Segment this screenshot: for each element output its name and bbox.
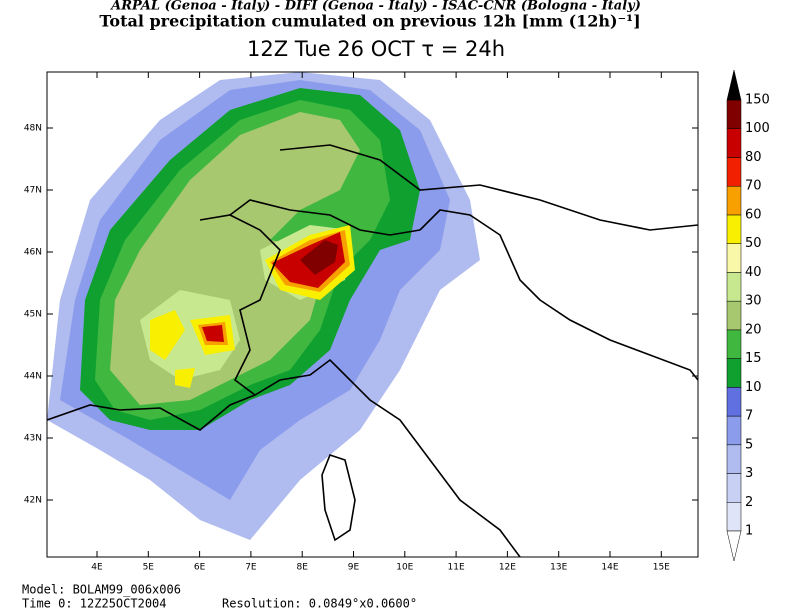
lon-label: 15E — [653, 563, 670, 573]
lon-label: 14E — [601, 563, 618, 573]
color-arrow — [726, 530, 742, 562]
lat-label: 45N — [24, 310, 42, 320]
color-box — [726, 272, 742, 302]
lon-label: 4E — [91, 563, 103, 573]
colorbar-label: 40 — [745, 265, 762, 280]
title: Total precipitation cumulated on previou… — [99, 12, 640, 31]
coastline — [419, 209, 698, 381]
colorbar-label: 7 — [745, 409, 753, 424]
island — [321, 454, 356, 542]
colorbar-label: 150 — [745, 93, 770, 108]
color-box — [726, 473, 742, 503]
lat-label: 43N — [24, 434, 42, 444]
resolution: Resolution: 0.0849°x0.0600° — [222, 597, 417, 611]
lon-label: 12E — [499, 563, 516, 573]
color-box — [726, 214, 742, 244]
color-box — [726, 300, 742, 331]
colorbar-label: 3 — [745, 466, 753, 481]
model: Model: BOLAM99_006x006 — [22, 583, 181, 597]
colorbar-label: 60 — [745, 207, 762, 222]
color-box — [726, 502, 742, 532]
colorbar-label: 100 — [745, 121, 770, 136]
lat-label: 46N — [24, 248, 42, 258]
colorbar-label: 70 — [745, 179, 762, 194]
lon-label: 6E — [194, 563, 206, 573]
colorbar-label: 20 — [745, 322, 762, 337]
precip-field — [47, 72, 480, 540]
border — [279, 144, 698, 231]
color-box — [726, 387, 742, 417]
subtitle: 12Z Tue 26 OCT τ = 24h — [247, 37, 505, 61]
lon-label: 7E — [245, 563, 257, 573]
axis-ticks: 48N 47N 46N 45N 44N 43N 42N 4E 5E 6E 7E 8E 9E 10E 11E 1… — [24, 72, 698, 573]
coastlines — [47, 144, 698, 557]
coastline — [47, 358, 521, 557]
colorbar-label: 2 — [745, 495, 753, 510]
lat-label: 44N — [24, 372, 42, 382]
colorbar-label: 50 — [745, 236, 762, 251]
lon-label: 8E — [296, 563, 308, 573]
lon-label: 13E — [550, 563, 567, 573]
color-box — [726, 329, 742, 359]
color-arrow — [726, 69, 742, 101]
border — [229, 199, 421, 236]
colorbar-label: 1 — [745, 524, 753, 539]
lon-label: 5E — [143, 563, 155, 573]
lon-label: 11E — [448, 563, 465, 573]
colorbar-label: 80 — [745, 150, 762, 165]
color-box — [726, 444, 742, 474]
colorbar-label: 10 — [745, 380, 762, 395]
colorbar-label: 30 — [745, 294, 762, 309]
color-box — [726, 358, 742, 388]
color-box — [726, 415, 742, 446]
color-box — [726, 185, 742, 216]
color-box — [726, 128, 742, 158]
colorbar: 1 2 3 5 7 10 15 20 30 40 50 60 70 80 100 150 — [726, 69, 770, 562]
lon-label: 10E — [396, 563, 413, 573]
color-box — [726, 157, 742, 187]
border — [199, 214, 281, 396]
time: Time 0: 12Z25OCT2004 — [22, 597, 167, 611]
color-box — [726, 243, 742, 273]
lat-label: 48N — [24, 124, 42, 134]
lat-label: 47N — [24, 186, 42, 196]
precip-area — [300, 240, 338, 275]
colorbar-label: 5 — [745, 437, 753, 452]
agencies: ARPAL (Genoa - Italy) - DIFI (Genoa - It… — [109, 0, 641, 14]
lon-label: 9E — [348, 563, 360, 573]
color-box — [726, 99, 742, 129]
colorbar-label: 15 — [745, 351, 762, 366]
lat-label: 42N — [24, 496, 42, 506]
